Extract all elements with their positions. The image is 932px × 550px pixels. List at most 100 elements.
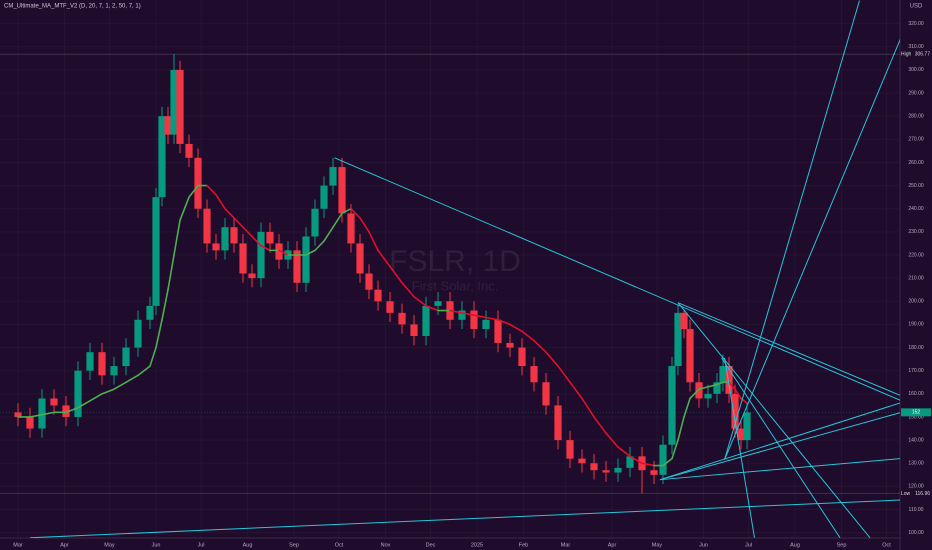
candle-body	[713, 382, 721, 394]
ma-segment	[242, 226, 253, 238]
y-tick-label: 160.00	[908, 391, 924, 397]
candle-body	[470, 310, 478, 330]
candle-body	[26, 416, 34, 429]
trendline	[334, 157, 900, 401]
candle-body	[410, 324, 418, 336]
watermark-symbol: FSLR, 1D	[389, 245, 521, 278]
x-tick-label: Aug	[243, 542, 253, 548]
ma-segment	[677, 416, 685, 441]
ma-segment	[155, 318, 163, 349]
y-tick-label: 230.00	[908, 229, 924, 235]
candle-body	[158, 116, 166, 198]
y-tick-label: 180.00	[908, 345, 924, 351]
candle-body	[743, 412, 751, 441]
watermark-company: First Solar, Inc.	[412, 278, 499, 293]
candle-body	[719, 366, 727, 383]
ma-segment	[413, 295, 427, 307]
candle-body	[257, 231, 265, 279]
ma-segment	[224, 207, 235, 219]
ma-segment	[521, 330, 535, 342]
y-tick-label: 310.00	[908, 44, 924, 50]
candle-body	[239, 243, 247, 274]
ma-segment	[605, 432, 619, 448]
ma-segment	[533, 339, 547, 353]
ma-segment	[698, 386, 709, 391]
ma-segment	[734, 388, 742, 400]
y-tick-label: 210.00	[908, 275, 924, 281]
candle-body	[185, 143, 193, 158]
trendline	[677, 302, 900, 396]
ma-segment	[581, 397, 595, 418]
y-tick-label: 190.00	[908, 322, 924, 328]
candle-body	[674, 312, 682, 367]
ma-segment	[305, 249, 316, 256]
ma-segment	[215, 194, 226, 210]
y-tick-label: 280.00	[908, 113, 924, 119]
ma-segment	[125, 374, 139, 384]
high-label: High	[901, 52, 912, 58]
ma-segment	[341, 207, 352, 215]
x-tick-label: Jun	[152, 542, 161, 548]
ma-segment	[683, 397, 691, 418]
candle-body	[134, 319, 142, 348]
ma-segment	[509, 323, 523, 333]
x-tick-label: Mar	[13, 542, 23, 548]
candle-body	[398, 312, 406, 325]
candle-body	[680, 312, 688, 330]
ma-segment	[314, 240, 325, 252]
candle-body	[494, 319, 502, 343]
candle-body	[626, 456, 634, 468]
candle-body	[566, 440, 574, 459]
ma-segment	[377, 249, 391, 268]
candle-body	[614, 467, 622, 473]
ma-segment	[449, 309, 463, 314]
candle-body	[542, 382, 550, 406]
trendline	[724, 0, 860, 460]
candle-body	[590, 463, 598, 471]
y-tick-label: 200.00	[908, 299, 924, 305]
y-tick-label: 130.00	[908, 461, 924, 467]
ma-segment	[65, 406, 79, 414]
ma-segment	[251, 235, 262, 247]
candle-body	[230, 227, 238, 244]
ma-segment	[617, 446, 631, 458]
ma-segment	[161, 288, 169, 321]
trendline	[659, 402, 900, 481]
ma-segment	[323, 226, 334, 242]
x-tick-label: Mar	[561, 542, 571, 548]
candle-body	[248, 273, 256, 279]
candle-body	[668, 366, 676, 445]
candle-body	[554, 405, 562, 441]
candle-body	[458, 310, 466, 320]
ma-segment	[389, 265, 403, 284]
candle-body	[164, 116, 172, 135]
candle-body	[659, 444, 667, 475]
ma-segment	[662, 457, 673, 467]
x-tick-label: Apr	[60, 542, 69, 548]
y-tick-label: 170.00	[908, 368, 924, 374]
candle-body	[386, 301, 394, 313]
candle-body	[14, 412, 22, 417]
x-tick-label: Jun	[699, 542, 708, 548]
ma-segment	[167, 254, 175, 291]
y-tick-label: 270.00	[908, 137, 924, 143]
candle-body	[311, 208, 319, 237]
candle-body	[434, 301, 442, 306]
ma-segment	[641, 462, 655, 467]
candle-body	[302, 236, 310, 283]
candle-body	[122, 347, 130, 367]
candle-body	[518, 347, 526, 367]
x-tick-label: Jul	[745, 542, 752, 548]
ma-segment	[359, 217, 370, 233]
candle-body	[275, 243, 283, 260]
candle-body	[38, 398, 46, 429]
candle-body	[347, 213, 355, 244]
x-tick-label: Apr	[608, 542, 617, 548]
candle-body	[365, 273, 373, 290]
candle-body	[221, 227, 229, 251]
candle-body	[86, 352, 94, 371]
y-tick-label: 150.00	[908, 414, 924, 420]
x-tick-label: Aug	[790, 542, 800, 548]
candle-body	[203, 208, 211, 244]
ma-segment	[716, 381, 724, 386]
